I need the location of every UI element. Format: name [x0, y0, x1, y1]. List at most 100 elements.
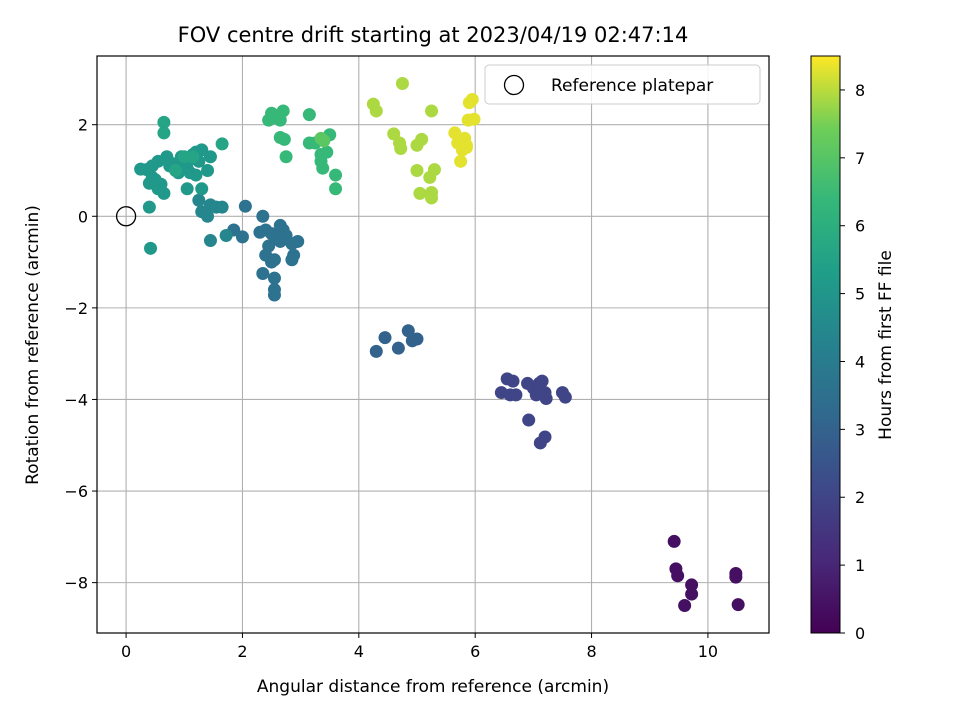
data-point — [203, 234, 217, 248]
x-axis-ticks: 0 2 4 6 8 10 — [121, 633, 718, 661]
data-point — [142, 200, 156, 214]
colorbar-tick-label: 4 — [855, 352, 865, 371]
data-point — [685, 587, 699, 601]
data-point — [189, 168, 203, 182]
data-point — [192, 193, 206, 207]
data-point — [329, 182, 343, 196]
colorbar-tick-label: 2 — [855, 488, 865, 507]
data-point — [256, 209, 270, 223]
data-point — [465, 93, 479, 107]
data-point — [667, 534, 681, 548]
colorbar-tick-label: 0 — [855, 624, 865, 643]
data-point — [219, 229, 233, 243]
colorbar-tick-label: 6 — [855, 217, 865, 236]
x-tick-label: 2 — [237, 642, 247, 661]
grid-lines — [97, 56, 769, 633]
data-point — [415, 132, 429, 146]
data-point — [267, 288, 281, 302]
data-point — [467, 112, 481, 126]
data-point — [238, 199, 252, 213]
colorbar-tick-label: 3 — [855, 420, 865, 439]
chart-title: FOV centre drift starting at 2023/04/19 … — [178, 23, 689, 47]
y-axis-ticks: −8 −6 −4 −2 0 2 — [64, 116, 97, 593]
data-point — [395, 76, 409, 90]
data-point — [448, 126, 462, 140]
data-points — [134, 76, 745, 613]
colorbar-tick-label: 5 — [855, 285, 865, 304]
y-axis-title: Rotation from reference (arcmin) — [23, 205, 43, 485]
data-point — [459, 138, 473, 152]
data-point — [729, 570, 743, 584]
colorbar-tick-label: 1 — [855, 556, 865, 575]
data-point — [169, 163, 183, 177]
data-point — [731, 598, 745, 612]
data-point — [180, 182, 194, 196]
data-point — [427, 163, 441, 177]
data-point — [276, 104, 290, 118]
data-point — [157, 115, 171, 129]
colorbar-tick-label: 7 — [855, 149, 865, 168]
data-point — [215, 137, 229, 151]
data-point — [558, 390, 572, 404]
legend-box — [484, 64, 761, 105]
data-point — [177, 150, 191, 164]
data-point — [201, 209, 215, 223]
reference-point — [115, 206, 137, 227]
colorbar-gradient — [810, 55, 841, 634]
data-point — [273, 218, 287, 232]
data-point — [195, 182, 209, 196]
data-point — [253, 225, 267, 239]
data-point — [538, 430, 552, 444]
data-point — [291, 234, 305, 248]
y-tick-label: −6 — [64, 482, 88, 501]
data-point — [369, 104, 383, 118]
data-point — [425, 191, 439, 205]
data-point — [267, 271, 281, 285]
data-point — [329, 168, 343, 182]
data-point — [413, 186, 427, 200]
data-point — [215, 200, 229, 214]
legend-entry-label: Reference platepar — [551, 76, 713, 96]
data-point — [157, 126, 171, 140]
legend: Reference platepar — [484, 64, 761, 105]
y-tick-label: 0 — [78, 207, 88, 226]
y-tick-label: −4 — [64, 390, 88, 409]
x-tick-label: 8 — [586, 642, 596, 661]
y-tick-label: 2 — [78, 116, 88, 135]
data-point — [410, 332, 424, 346]
data-point — [317, 134, 331, 148]
data-point — [235, 230, 249, 244]
data-point — [454, 154, 468, 168]
y-tick-label: −8 — [64, 574, 88, 593]
data-point — [144, 241, 158, 255]
colorbar-title: Hours from first FF file — [876, 250, 896, 440]
data-point — [394, 142, 408, 156]
data-point — [320, 145, 334, 159]
data-point — [195, 143, 209, 157]
data-point — [506, 374, 520, 388]
data-point — [685, 578, 699, 592]
data-point — [279, 150, 293, 164]
data-point — [391, 341, 405, 355]
x-tick-label: 0 — [121, 642, 131, 661]
data-point — [509, 388, 523, 402]
data-point — [522, 413, 536, 427]
data-point — [410, 163, 424, 177]
data-point — [369, 344, 383, 358]
data-point — [401, 324, 415, 338]
x-tick-label: 6 — [470, 642, 480, 661]
data-point — [378, 331, 392, 345]
data-point — [201, 163, 215, 177]
data-point — [425, 104, 439, 118]
data-point — [157, 186, 171, 200]
data-point — [277, 132, 291, 146]
y-tick-label: −2 — [64, 299, 88, 318]
data-point — [535, 374, 549, 388]
legend-reference-icon — [503, 74, 525, 96]
data-point — [302, 108, 316, 122]
x-tick-label: 10 — [698, 642, 718, 661]
x-tick-label: 4 — [354, 642, 364, 661]
data-point — [287, 248, 301, 262]
data-point — [678, 599, 692, 613]
